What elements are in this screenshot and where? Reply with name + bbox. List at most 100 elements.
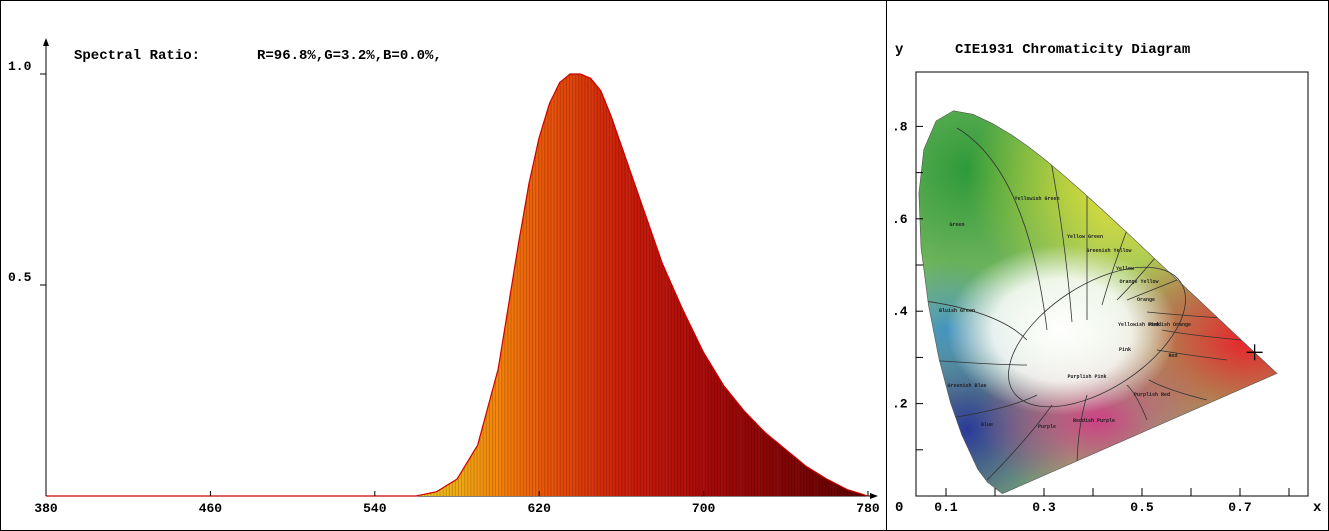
spectrum-band [780,74,782,496]
region-boundary [1116,257,1156,301]
spectrum-band [599,74,602,496]
spectrum-band [408,74,411,496]
spectrum-band [610,74,612,496]
spectrum-band [814,74,816,496]
region-label: Purplish Pink [1067,374,1106,380]
spectrum-band [768,74,770,496]
spectrum-band [858,74,861,496]
spectrum-band [824,74,827,496]
spectrum-band [516,74,518,496]
spectrum-band [614,74,616,496]
spectrum-band [430,74,432,496]
spectrum-band [525,74,528,496]
x-tick-label: 620 [527,501,551,516]
spectrum-band [665,74,667,496]
spectrum-band [585,74,587,496]
y-axis-arrow [43,38,49,46]
spectrum-band [653,74,655,496]
spectrum-band [838,74,840,496]
spectrum-band [817,74,819,496]
spectrum-band [454,74,457,496]
spectrum-band [552,74,554,496]
spectrum-band [854,74,856,496]
spectrum-band [540,74,542,496]
spectrum-band [598,74,601,496]
spectrum-band [563,74,566,496]
spectrum-band [414,74,417,496]
spectrum-band [637,74,640,496]
spectrum-band [437,74,439,496]
spectrum-band [432,74,434,496]
spectrum-band [621,74,623,496]
spectrum-band [448,74,451,496]
spectrum-band [796,74,798,496]
region-label: Purple [1038,424,1056,430]
spectrum-band [800,74,802,496]
spectrum-band [770,74,772,496]
spectrum-band [785,74,788,496]
spectrum-band [602,74,605,496]
spectrum-band [774,74,776,496]
spectrum-band [840,74,842,496]
spectrum-band [664,74,666,496]
spectrum-band [514,74,516,496]
spectrum-band [651,74,653,496]
spectrum-band [420,74,422,496]
spectrum-band [518,74,520,496]
x-axis-arrow [870,493,878,499]
spectrum-band [827,74,830,496]
spectrum-band [520,74,523,496]
spectrum-band [571,74,573,496]
spectrum-band [412,74,415,496]
spectrum-band [618,74,620,496]
spectrum-band [411,74,414,496]
spectrum-band [597,74,600,496]
spectrum-band [611,74,613,496]
spectrum-band [555,74,557,496]
region-label: Pink [1119,347,1131,353]
spectrum-band [609,74,611,496]
spectrum-band [784,74,787,496]
spectrum-band [576,74,578,496]
spectrum-band [645,74,647,496]
x-tick-label: 780 [856,501,880,516]
y-tick-label: 1.0 [8,59,32,74]
spectrum-band [423,74,425,496]
spectrum-band [441,74,443,496]
y-tick-label: .4 [892,304,908,319]
spectrum-band [794,74,796,496]
spectrum-band [657,74,659,496]
cie-origin-label: 0 [895,500,903,516]
spectrum-band [834,74,836,496]
spectrum-band [570,74,572,496]
spectrum-band [463,74,465,496]
spectrum-band [666,74,668,496]
y-tick-label: 0.5 [8,270,32,285]
spectrum-band [820,74,823,496]
spectrum-band [862,74,865,496]
spectrum-band [662,74,664,496]
spectrum-band [822,74,825,496]
region-label: Greenish Yellow [1086,248,1131,254]
spectrum-band [471,74,473,496]
spectrum-band [573,74,575,496]
spectrum-band [806,74,808,496]
spectrum-band [799,74,801,496]
spectrum-band [445,74,448,496]
spectrum-band [547,74,549,496]
spectrum-band [461,74,463,496]
spectrum-band [470,74,472,496]
spectrum-band [625,74,627,496]
y-tick-label: .8 [892,119,908,134]
spectrum-band [850,74,852,496]
spectrum-band [577,74,579,496]
spectrum-band [852,74,854,496]
spectrum-band [623,74,625,496]
spectrum-band [622,74,624,496]
spectrum-band [809,74,811,496]
x-tick-label: 460 [199,501,223,516]
spectrum-band [572,74,574,496]
spectrum-band [836,74,838,496]
spectrum-band [583,74,585,496]
spectrum-band [860,74,863,496]
